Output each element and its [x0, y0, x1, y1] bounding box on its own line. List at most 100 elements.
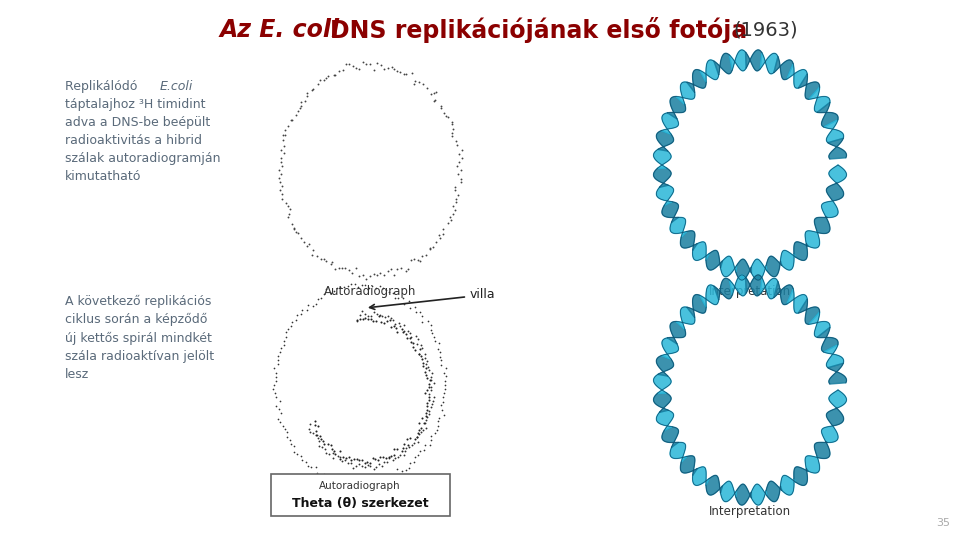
Point — [423, 383, 439, 391]
Text: Autoradiograph: Autoradiograph — [319, 481, 401, 491]
Point — [386, 322, 401, 330]
Point — [447, 205, 463, 214]
Point — [381, 288, 396, 296]
Polygon shape — [766, 481, 781, 502]
Point — [403, 338, 419, 346]
Point — [386, 64, 401, 73]
Point — [391, 318, 406, 327]
Point — [403, 256, 419, 265]
Point — [275, 195, 290, 204]
Point — [406, 343, 421, 352]
Point — [310, 434, 325, 442]
Text: DNS replikációjának első fotója: DNS replikációjának első fotója — [330, 17, 747, 43]
Polygon shape — [752, 484, 767, 505]
Point — [305, 429, 321, 438]
Polygon shape — [662, 202, 679, 222]
Point — [333, 478, 348, 487]
Point — [333, 282, 348, 291]
Point — [375, 284, 391, 293]
Point — [309, 469, 324, 477]
Point — [451, 157, 467, 166]
Point — [447, 186, 463, 194]
Point — [416, 80, 431, 89]
Point — [434, 356, 449, 364]
Text: Autoradiograph: Autoradiograph — [324, 285, 417, 298]
Point — [361, 284, 376, 292]
Point — [363, 458, 378, 467]
Point — [375, 476, 391, 485]
Point — [396, 300, 411, 308]
Point — [429, 426, 444, 434]
Polygon shape — [700, 285, 719, 307]
Point — [350, 283, 366, 292]
Point — [387, 445, 402, 454]
Point — [273, 178, 288, 187]
Point — [420, 406, 435, 414]
Point — [418, 389, 433, 398]
Point — [336, 283, 351, 292]
Polygon shape — [721, 256, 736, 276]
Point — [423, 326, 439, 334]
Polygon shape — [667, 321, 685, 344]
Polygon shape — [661, 338, 679, 360]
Point — [365, 482, 380, 490]
Polygon shape — [827, 408, 844, 426]
Point — [271, 356, 286, 364]
Polygon shape — [670, 218, 686, 238]
Point — [420, 373, 435, 382]
Point — [278, 333, 294, 342]
Point — [362, 59, 377, 68]
Point — [366, 270, 381, 279]
Point — [436, 397, 451, 406]
Point — [378, 286, 394, 294]
Point — [370, 58, 385, 67]
Point — [428, 88, 444, 97]
Point — [419, 416, 434, 424]
Point — [395, 325, 410, 334]
Point — [389, 444, 404, 453]
Polygon shape — [827, 183, 844, 201]
Polygon shape — [662, 427, 679, 447]
Point — [380, 64, 396, 72]
Point — [422, 440, 438, 449]
Point — [293, 309, 308, 318]
Point — [433, 348, 448, 356]
Point — [345, 268, 360, 277]
Point — [332, 455, 348, 464]
Point — [304, 85, 320, 94]
Point — [438, 381, 453, 389]
Polygon shape — [670, 442, 686, 462]
Point — [292, 103, 307, 112]
Point — [420, 317, 436, 326]
Point — [393, 322, 408, 330]
Point — [444, 120, 460, 129]
Point — [278, 198, 294, 207]
Point — [451, 149, 467, 158]
Point — [435, 393, 450, 402]
Polygon shape — [667, 97, 685, 119]
Point — [384, 63, 399, 71]
Point — [434, 104, 449, 113]
Point — [352, 315, 368, 323]
Polygon shape — [706, 251, 723, 270]
Point — [411, 418, 426, 427]
Point — [269, 368, 284, 377]
Point — [309, 431, 324, 440]
Point — [265, 385, 280, 394]
Polygon shape — [730, 50, 746, 71]
Point — [370, 271, 385, 279]
Point — [426, 333, 442, 341]
Point — [352, 311, 368, 320]
Polygon shape — [746, 275, 762, 296]
Polygon shape — [794, 242, 808, 260]
Text: villa: villa — [370, 288, 495, 309]
Polygon shape — [654, 168, 671, 187]
Text: E.coli: E.coli — [160, 80, 193, 93]
Point — [402, 329, 418, 338]
Text: A következő replikációs
ciklus során a képződő
új kettős spirál mindkét
szála ra: A következő replikációs ciklus során a k… — [65, 295, 214, 381]
Point — [413, 428, 428, 436]
Point — [283, 322, 299, 330]
Point — [390, 453, 405, 461]
Point — [334, 457, 349, 465]
Point — [291, 229, 306, 238]
